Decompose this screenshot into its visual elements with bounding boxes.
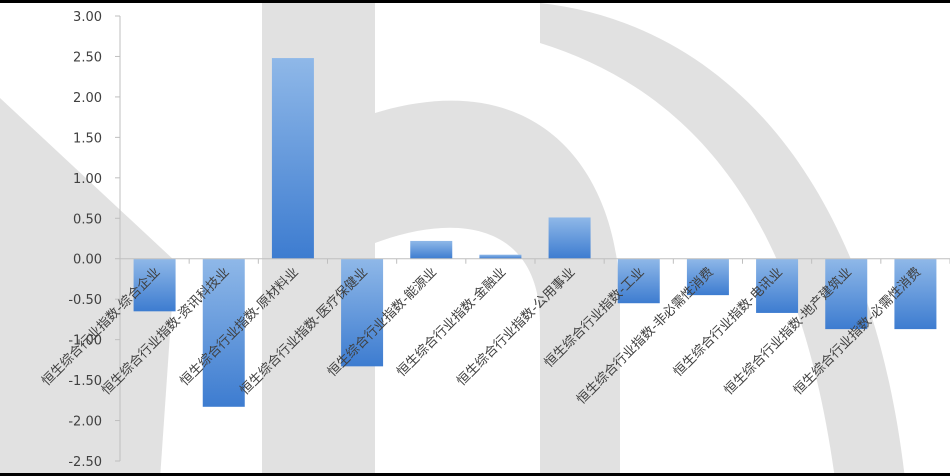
y-axis: 3.00 2.50 2.00 1.50 1.00 0.50 0.00 -0.50 -1.00 -1… <box>68 10 121 470</box>
bar <box>410 240 453 259</box>
y-tick-label: -1.00 <box>68 334 102 349</box>
y-tick-label: 3.00 <box>73 10 102 25</box>
chart-area: 3.00 2.50 2.00 1.50 1.00 0.50 0.00 -0.50 -1.00 -1… <box>0 3 950 473</box>
bar <box>548 217 591 259</box>
bar-chart: 3.00 2.50 2.00 1.50 1.00 0.50 0.00 -0.50 -1.00 -1… <box>0 3 950 473</box>
y-tick-label: -2.00 <box>68 415 102 430</box>
y-tick-label: 0.50 <box>73 212 102 227</box>
bar <box>271 58 314 259</box>
y-tick-label: 1.50 <box>73 131 102 146</box>
bar <box>756 258 799 313</box>
bar <box>341 258 384 367</box>
bar <box>479 254 522 259</box>
x-axis <box>119 258 950 264</box>
bar <box>825 258 868 330</box>
y-tick-label: -0.50 <box>68 293 102 308</box>
bar <box>202 258 245 407</box>
y-tick-label: -1.50 <box>68 374 102 389</box>
y-tick-label: 2.00 <box>73 91 102 106</box>
category-label: 恒生综合行业指数-金融业 <box>393 264 509 380</box>
y-tick-label: 2.50 <box>73 50 102 65</box>
bar <box>617 258 660 304</box>
watermark-logo <box>0 3 905 473</box>
bar <box>686 258 729 296</box>
bars <box>133 58 937 407</box>
bar <box>894 258 937 330</box>
y-tick-label: 1.00 <box>73 172 102 187</box>
y-tick-label: -2.50 <box>68 455 102 470</box>
bar <box>133 258 176 312</box>
y-tick-label: 0.00 <box>73 253 102 268</box>
